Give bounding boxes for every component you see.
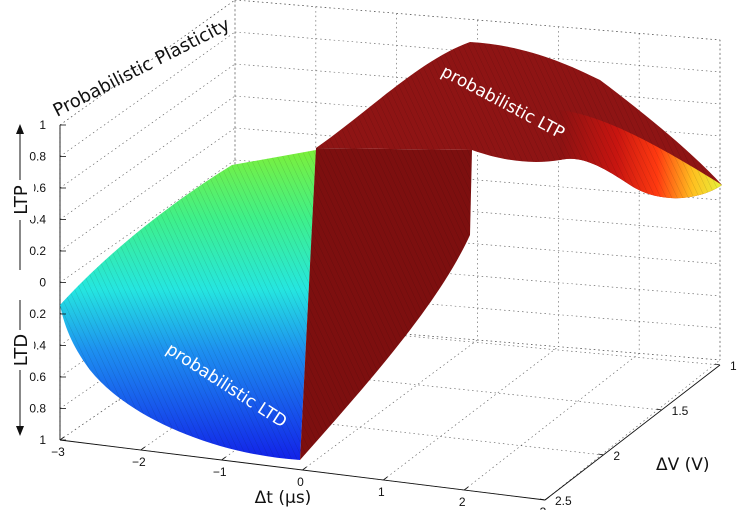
z-tick-label: 1 <box>39 433 46 447</box>
x-tick-mark <box>140 446 146 451</box>
ltp-surface <box>300 42 722 460</box>
y-tick-label: 1 <box>730 359 737 373</box>
y-tick-label: 1.5 <box>672 404 689 418</box>
z-tick-label: 0 <box>39 276 46 290</box>
z-tick-label: 0.2 <box>29 307 46 321</box>
x-tick-label: 0 <box>297 475 304 489</box>
x-tick-mark <box>221 456 226 461</box>
x-tick-label: −1 <box>213 465 227 479</box>
x-tick-label: −2 <box>132 455 146 469</box>
chart-title: Probabilistic Plasticity <box>50 14 234 122</box>
z-tick-label: 0.2 <box>29 244 46 258</box>
x-tick-label: 2 <box>459 495 466 509</box>
z-tick-label: 0.8 <box>29 402 46 416</box>
z-tick-label: 0.8 <box>29 150 46 164</box>
ltp-arrowhead <box>16 124 24 134</box>
z-tick-labels: 10.80.60.40.200.20.40.60.81 <box>29 118 66 447</box>
x-axis-label: Δt (μs) <box>255 488 312 508</box>
ltd-surface <box>60 150 316 460</box>
y-axis-line <box>544 364 721 501</box>
x-tick-label: −3 <box>51 445 65 459</box>
y-tick-labels: 1 1.5 2 2.5 <box>539 359 737 508</box>
x-tick-mark <box>544 496 550 501</box>
ltd-arrowhead <box>16 426 24 436</box>
x-tick-label: 1 <box>378 485 385 499</box>
y-tick-mark <box>539 498 546 501</box>
y-tick-mark <box>714 363 721 366</box>
x-tick-labels: −3 −2 −1 0 1 2 3 <box>51 436 550 510</box>
x-tick-mark <box>59 436 65 441</box>
z-label-ltd: LTD <box>11 334 32 366</box>
x-tick-mark <box>463 486 469 491</box>
y-tick-mark <box>598 453 604 456</box>
z-label-group: LTP LTD <box>6 124 34 436</box>
y-axis-label: ΔV (V) <box>656 455 710 475</box>
z-tick-label: 0.6 <box>29 370 46 384</box>
ltd-surface-mesh <box>60 150 316 460</box>
z-label-ltp: LTP <box>11 185 32 215</box>
y-tick-label: 2.5 <box>555 494 572 508</box>
z-tick-label: 1 <box>39 118 46 132</box>
y-tick-mark <box>656 408 662 411</box>
x-tick-mark <box>302 466 307 471</box>
x-tick-mark <box>383 476 388 481</box>
x-tick-label: 3 <box>540 505 547 510</box>
y-tick-label: 2 <box>613 449 620 463</box>
